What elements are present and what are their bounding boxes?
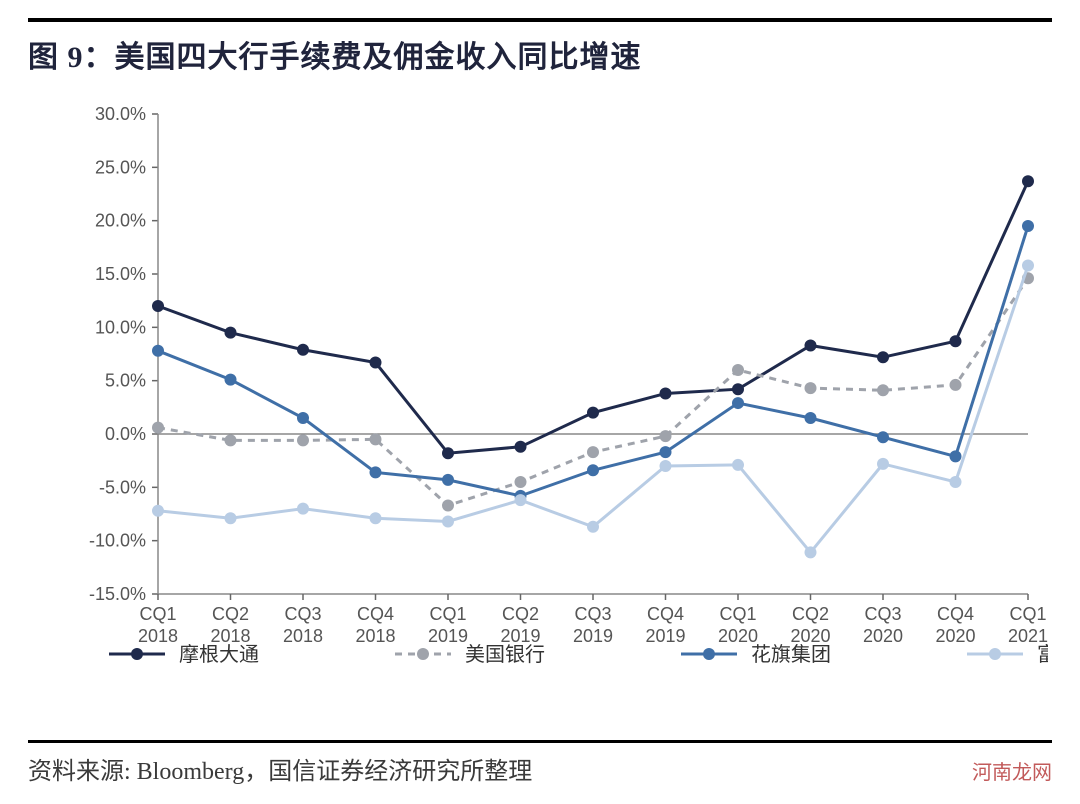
x-tick-label: CQ2 <box>212 604 249 624</box>
series-marker <box>805 546 817 558</box>
x-tick-label: 2019 <box>428 626 468 646</box>
source-text: 资料来源: Bloomberg，国信证券经济研究所整理 <box>28 751 532 786</box>
y-tick-label: -5.0% <box>99 477 146 497</box>
series-marker <box>515 441 527 453</box>
x-tick-label: CQ4 <box>357 604 394 624</box>
x-tick-label: 2019 <box>645 626 685 646</box>
x-tick-label: 2019 <box>573 626 613 646</box>
y-tick-label: 25.0% <box>95 157 146 177</box>
series-marker <box>442 474 454 486</box>
series-marker <box>152 422 164 434</box>
series-marker <box>950 450 962 462</box>
series-marker <box>225 327 237 339</box>
series-marker <box>152 505 164 517</box>
footer-rule <box>28 740 1052 743</box>
chart-title: 图 9：美国四大行手续费及佣金收入同比增速 <box>28 32 1052 76</box>
title-block: 图 9：美国四大行手续费及佣金收入同比增速 <box>0 0 1080 84</box>
x-tick-label: CQ4 <box>937 604 974 624</box>
series-marker <box>877 458 889 470</box>
series-marker <box>732 364 744 376</box>
y-tick-label: 0.0% <box>105 424 146 444</box>
series-marker <box>442 447 454 459</box>
series-marker <box>515 476 527 488</box>
series-marker <box>587 446 599 458</box>
x-tick-label: 2018 <box>355 626 395 646</box>
series-marker <box>297 434 309 446</box>
x-tick-label: CQ2 <box>502 604 539 624</box>
y-tick-label: -10.0% <box>89 531 146 551</box>
y-tick-label: 15.0% <box>95 264 146 284</box>
series-marker <box>732 459 744 471</box>
y-tick-label: 10.0% <box>95 317 146 337</box>
series-marker <box>152 300 164 312</box>
series-marker <box>587 464 599 476</box>
x-tick-label: CQ2 <box>792 604 829 624</box>
series-marker <box>225 434 237 446</box>
watermark-text: 河南龙网 <box>972 756 1052 785</box>
series-marker <box>370 357 382 369</box>
series-marker <box>950 379 962 391</box>
x-tick-label: 2018 <box>283 626 323 646</box>
series-marker <box>805 412 817 424</box>
series-marker <box>1022 175 1034 187</box>
x-tick-label: 2020 <box>863 626 903 646</box>
x-tick-label: 2018 <box>138 626 178 646</box>
series-marker <box>950 476 962 488</box>
series-marker <box>805 339 817 351</box>
series-marker <box>877 384 889 396</box>
y-tick-label: 5.0% <box>105 371 146 391</box>
legend-label: 美国银行 <box>465 643 545 666</box>
series-marker <box>732 397 744 409</box>
x-tick-label: CQ3 <box>574 604 611 624</box>
x-tick-label: 2018 <box>210 626 250 646</box>
series-marker <box>732 383 744 395</box>
series-marker <box>297 412 309 424</box>
series-marker <box>225 512 237 524</box>
x-tick-label: CQ1 <box>139 604 176 624</box>
x-tick-label: CQ1 <box>719 604 756 624</box>
series-marker <box>950 335 962 347</box>
series-marker <box>1022 220 1034 232</box>
x-tick-label: 2020 <box>718 626 758 646</box>
series-marker <box>587 521 599 533</box>
series-marker <box>442 515 454 527</box>
footer-block: 资料来源: Bloomberg，国信证券经济研究所整理 河南龙网 <box>28 740 1052 786</box>
series-marker <box>587 407 599 419</box>
chart-area: -15.0% -10.0% -5.0% 0.0% 5.0% 10.0% 15.0% 20.0%… <box>48 94 1048 714</box>
series-marker <box>370 466 382 478</box>
series-marker <box>152 345 164 357</box>
series-marker <box>297 344 309 356</box>
series-marker <box>370 512 382 524</box>
series-marker <box>297 503 309 515</box>
x-tick-label: CQ1 <box>1009 604 1046 624</box>
y-tick-label: 20.0% <box>95 211 146 231</box>
x-tick-label: CQ3 <box>284 604 321 624</box>
series-marker <box>660 387 672 399</box>
title-rule <box>28 18 1052 22</box>
legend-label: 摩根大通 <box>179 643 259 666</box>
x-tick-label: CQ3 <box>864 604 901 624</box>
series-marker <box>877 351 889 363</box>
legend-label: 花旗集团 <box>751 643 831 666</box>
x-tick-label: CQ4 <box>647 604 684 624</box>
series-marker <box>442 499 454 511</box>
y-tick-label: 30.0% <box>95 104 146 124</box>
series-marker <box>805 382 817 394</box>
series-marker <box>660 460 672 472</box>
legend-label: 富国银行 <box>1037 643 1048 666</box>
line-chart: -15.0% -10.0% -5.0% 0.0% 5.0% 10.0% 15.0% 20.0%… <box>48 94 1048 714</box>
series-marker <box>515 494 527 506</box>
series-marker <box>1022 259 1034 271</box>
series-marker <box>370 433 382 445</box>
x-tick-label: 2021 <box>1008 626 1048 646</box>
x-tick-label: CQ1 <box>429 604 466 624</box>
x-tick-label: 2019 <box>500 626 540 646</box>
series-marker <box>225 374 237 386</box>
x-tick-label: 2020 <box>935 626 975 646</box>
series-marker <box>660 430 672 442</box>
x-tick-label: 2020 <box>790 626 830 646</box>
series-marker <box>877 431 889 443</box>
series-marker <box>660 446 672 458</box>
y-tick-label: -15.0% <box>89 584 146 604</box>
